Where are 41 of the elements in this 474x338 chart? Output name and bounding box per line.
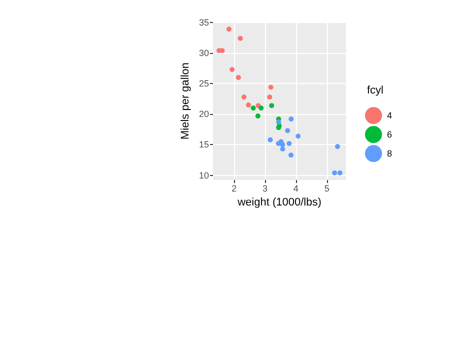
point (280, 142, 286, 148)
y-tick-label: 30 (198, 48, 209, 58)
point (246, 102, 251, 108)
point (285, 128, 290, 134)
point (269, 103, 274, 108)
point (288, 116, 294, 122)
point (296, 134, 301, 139)
point (268, 137, 273, 142)
point (255, 113, 260, 118)
point (288, 152, 294, 158)
point (332, 170, 338, 176)
point (335, 144, 340, 150)
point (276, 140, 281, 146)
y-tick-label: 15 (198, 140, 209, 150)
y-axis-title: Miels per gallon (180, 62, 192, 140)
legend-label: 8 (387, 148, 392, 158)
point (268, 84, 274, 90)
point (230, 67, 235, 72)
point (238, 36, 243, 41)
x-tick-label: 2 (232, 184, 237, 194)
y-tick-label: 10 (198, 170, 209, 180)
point (286, 140, 292, 146)
legend-label: 4 (387, 110, 392, 120)
point (267, 94, 272, 100)
point (258, 106, 264, 111)
point (242, 94, 246, 100)
point (337, 170, 342, 176)
y-tick-label: 35 (198, 17, 209, 28)
point (226, 26, 232, 32)
legend-title: fcyl (367, 84, 384, 96)
x-tick-label: 3 (262, 184, 268, 194)
point (280, 146, 286, 152)
point (236, 74, 241, 80)
x-axis-title: weight (1000/lbs) (236, 196, 322, 208)
x-tick-label: 4 (293, 184, 298, 194)
legend-label: 6 (387, 130, 392, 140)
x-tick-label: 5 (324, 184, 330, 194)
y-tick-label: 25 (198, 78, 209, 89)
point (276, 120, 282, 125)
y-tick-label: 20 (198, 109, 209, 120)
point (250, 106, 256, 111)
